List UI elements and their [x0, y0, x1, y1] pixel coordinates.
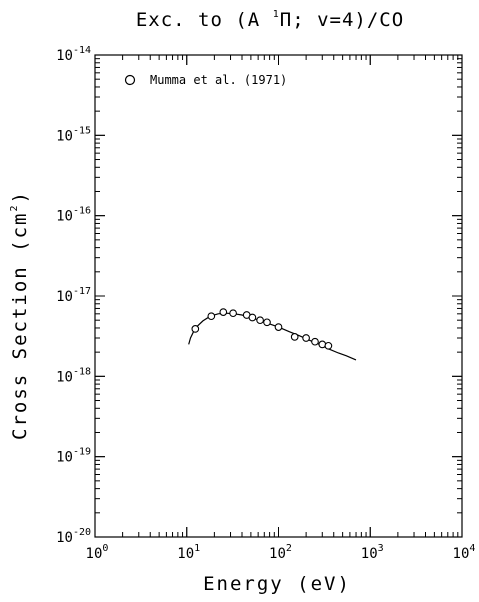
data-point-circle	[229, 309, 237, 318]
y-tick-labels: 10-20 10-19 10-18 10-17 10-16 10-15 10-14	[56, 45, 91, 546]
y-axis-title-close: )	[9, 190, 31, 203]
title-suffix: ; v=4)/CO	[292, 9, 404, 31]
data-point-circle	[290, 333, 299, 341]
y-tick-label: 10-19	[56, 447, 91, 466]
x-tick-label: 102	[269, 543, 292, 562]
y-tick-label: 10-16	[56, 206, 91, 225]
title-superscript: 1	[273, 9, 280, 20]
data-point-circle	[248, 313, 257, 322]
x-axis-ticks	[94, 55, 463, 537]
fit-curve-group	[188, 312, 357, 361]
data-point-circle	[219, 308, 228, 316]
legend-label: Mumma et al. (1971)	[150, 73, 287, 87]
x-tick-label: 101	[177, 543, 200, 562]
plot-frame	[94, 54, 463, 538]
y-axis-ticks	[95, 54, 462, 538]
data-point-circle	[207, 312, 216, 321]
y-axis-title-superscript: 2	[9, 203, 20, 211]
data-point-circle	[324, 341, 333, 350]
title-prefix: Exc. to (A	[136, 9, 273, 31]
data-point-circle	[302, 334, 310, 342]
data-point-circle	[274, 323, 283, 331]
y-tick-label: 10-18	[56, 366, 91, 385]
legend-marker-circle	[124, 74, 136, 86]
x-tick-labels: 100 101 102 103 104	[86, 543, 476, 562]
y-axis-title: Cross Section (cm2)	[9, 190, 31, 440]
x-axis-title: Energy (eV)	[203, 573, 351, 595]
x-tick-label: 104	[453, 543, 476, 562]
title-symbol: Π	[280, 9, 292, 31]
data-point-circle	[263, 318, 271, 327]
y-tick-label: 10-17	[56, 286, 91, 305]
legend: Mumma et al. (1971)	[124, 73, 287, 87]
x-tick-label: 100	[86, 543, 109, 562]
x-tick-label: 103	[361, 543, 384, 562]
data-point-circle	[318, 340, 327, 349]
data-points	[191, 308, 333, 350]
y-tick-label: 10-20	[56, 527, 91, 546]
data-point-circle	[311, 337, 319, 346]
fit-curve	[188, 312, 357, 361]
y-tick-label: 10-14	[56, 45, 91, 64]
data-point-circle	[191, 325, 200, 333]
data-point-circle	[256, 316, 264, 325]
y-axis-title-text: Cross Section (cm	[9, 212, 31, 440]
plot-border	[94, 54, 463, 538]
chart-title: Exc. to (A 1Π; v=4)/CO	[136, 9, 404, 31]
y-tick-label: 10-15	[56, 125, 91, 144]
